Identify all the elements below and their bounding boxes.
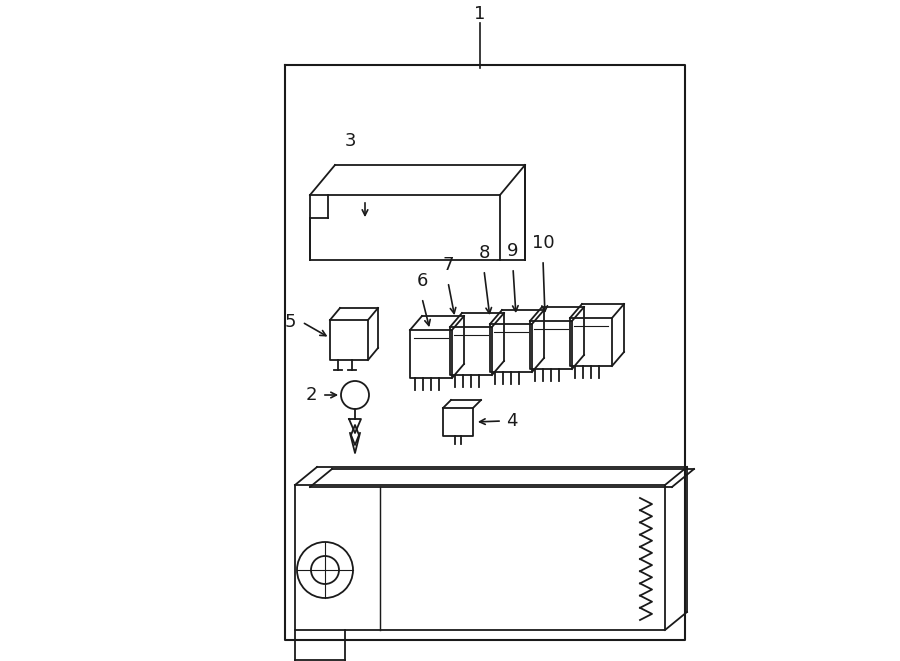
Text: 5: 5 — [284, 313, 296, 331]
Text: 2: 2 — [305, 386, 317, 404]
Text: 4: 4 — [506, 412, 518, 430]
Text: 6: 6 — [417, 272, 428, 290]
Text: 9: 9 — [508, 242, 518, 260]
Text: 1: 1 — [474, 5, 486, 23]
Text: 10: 10 — [532, 234, 554, 252]
Text: 8: 8 — [478, 244, 490, 262]
Text: 7: 7 — [442, 256, 454, 274]
Text: 3: 3 — [344, 132, 356, 150]
